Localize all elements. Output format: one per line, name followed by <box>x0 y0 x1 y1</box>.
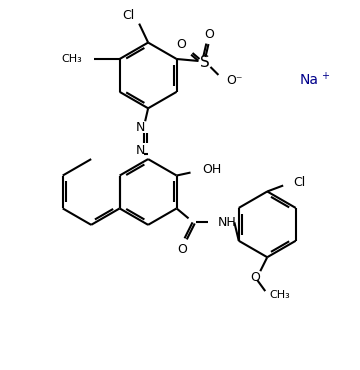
Text: Cl: Cl <box>293 176 305 189</box>
Text: Cl: Cl <box>122 9 134 22</box>
Text: +: + <box>321 71 329 81</box>
Text: NH: NH <box>217 216 236 229</box>
Text: S: S <box>199 56 210 70</box>
Text: O: O <box>204 28 215 41</box>
Text: Na: Na <box>300 73 319 87</box>
Text: O: O <box>177 243 188 256</box>
Text: OH: OH <box>202 163 222 176</box>
Text: CH₃: CH₃ <box>269 290 290 300</box>
Text: N: N <box>135 144 145 157</box>
Text: N: N <box>135 121 145 134</box>
Text: O: O <box>177 37 186 51</box>
Text: CH₃: CH₃ <box>61 54 82 64</box>
Text: O: O <box>250 270 260 284</box>
Text: O⁻: O⁻ <box>226 74 243 87</box>
